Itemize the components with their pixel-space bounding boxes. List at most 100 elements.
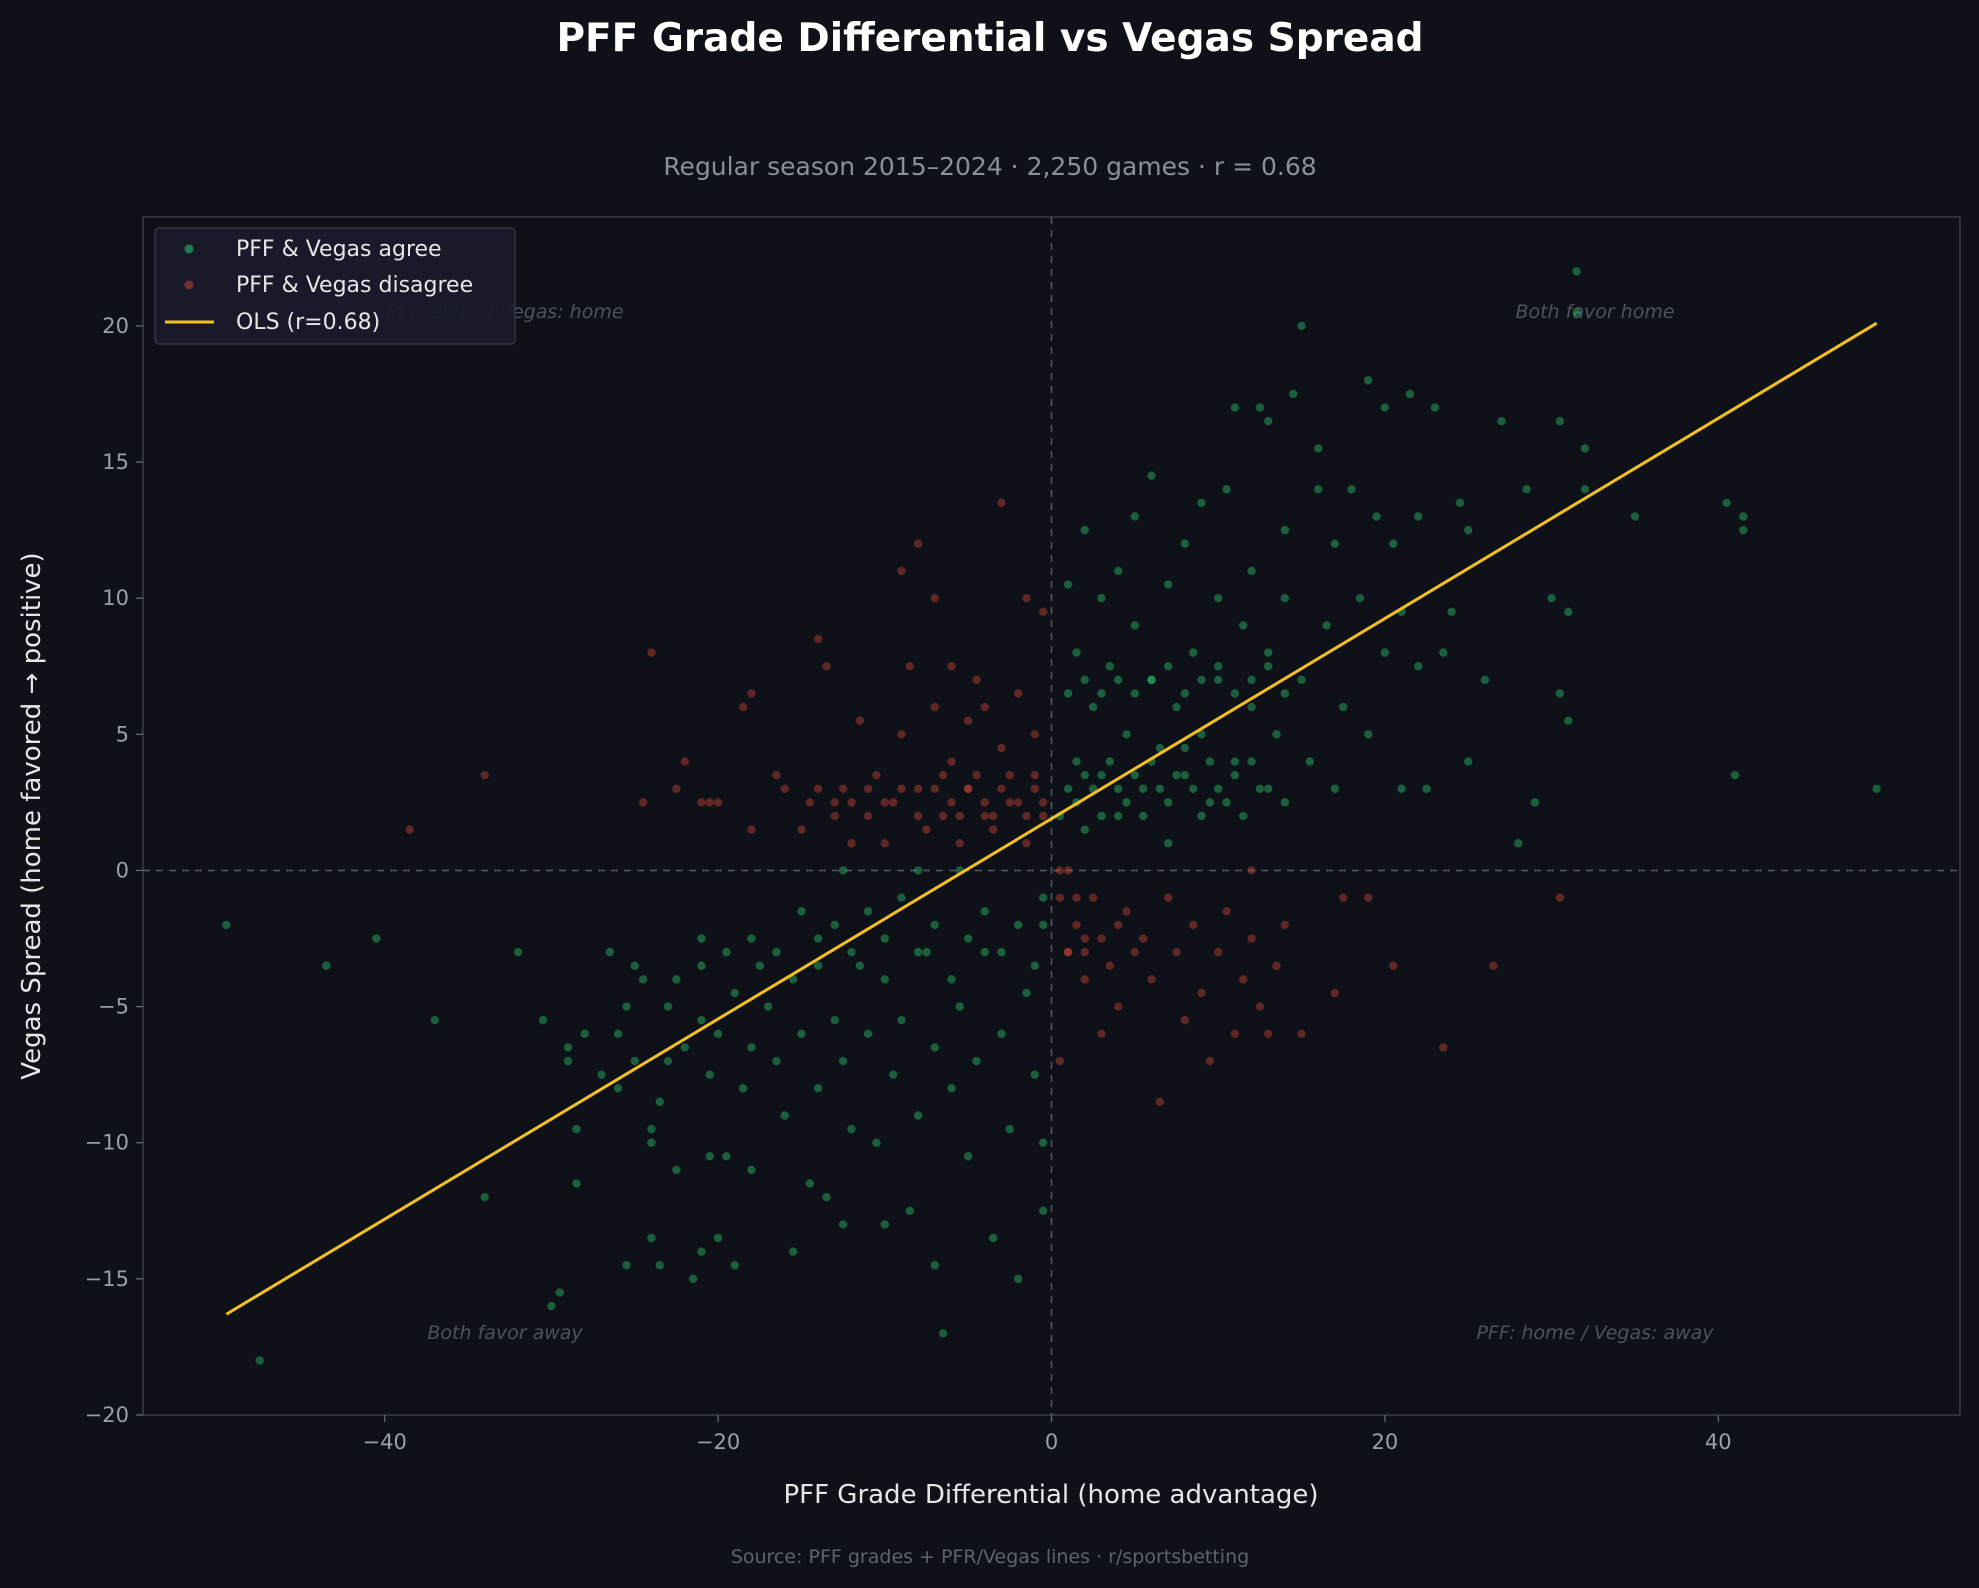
- agree-point: [1364, 730, 1373, 739]
- disagree-point: [1005, 770, 1015, 780]
- legend: PFF & Vegas agree PFF & Vegas disagree O…: [154, 227, 516, 345]
- disagree-point: [830, 811, 839, 821]
- agree-point: [1314, 444, 1323, 453]
- disagree-point: [1272, 961, 1281, 970]
- agree-point: [1080, 770, 1090, 780]
- disagree-point: [1113, 1002, 1123, 1011]
- agree-point: [1230, 757, 1240, 766]
- disagree-point: [772, 770, 781, 780]
- disagree-point: [880, 798, 890, 807]
- agree-point: [572, 1179, 581, 1188]
- agree-point: [1247, 566, 1256, 576]
- disagree-point: [855, 716, 864, 725]
- disagree-point: [1213, 947, 1223, 957]
- agree-point: [1080, 525, 1090, 535]
- agree-point: [1130, 512, 1140, 521]
- agree-point: [1264, 662, 1273, 671]
- agree-point: [630, 961, 639, 970]
- agree-point: [1872, 784, 1881, 793]
- agree-point: [1547, 593, 1556, 603]
- agree-point: [622, 1002, 631, 1011]
- disagree-point: [922, 825, 931, 834]
- agree-point: [905, 1206, 915, 1215]
- agree-point: [1280, 798, 1290, 807]
- disagree-point: [1080, 947, 1090, 957]
- disagree-point: [1038, 607, 1048, 616]
- disagree-point: [972, 675, 981, 685]
- agree-point: [930, 920, 940, 930]
- agree-point: [1122, 798, 1131, 807]
- disagree-point: [1439, 1043, 1448, 1052]
- agree-point: [1072, 648, 1081, 657]
- agree-point: [1280, 689, 1290, 698]
- agree-point: [322, 961, 331, 970]
- disagree-point: [1055, 866, 1065, 875]
- agree-point: [1105, 662, 1115, 671]
- agree-point: [1188, 784, 1198, 793]
- agree-point: [838, 1056, 848, 1066]
- ols-regression-line: [225, 321, 1878, 1316]
- agree-point: [1063, 580, 1073, 589]
- agree-point: [1197, 730, 1206, 739]
- agree-point: [1197, 498, 1206, 508]
- agree-point: [1113, 784, 1123, 793]
- agree-point: [1113, 811, 1123, 821]
- agree-point: [922, 947, 931, 957]
- agree-point: [1197, 811, 1206, 821]
- agree-point: [980, 907, 990, 916]
- agree-point: [1163, 839, 1173, 848]
- agree-point: [1239, 621, 1248, 630]
- agree-point: [930, 1261, 940, 1270]
- agree-point: [963, 934, 973, 943]
- disagree-point: [1097, 934, 1106, 943]
- disagree-point: [680, 757, 689, 766]
- disagree-point: [797, 825, 806, 834]
- disagree-point: [888, 798, 898, 807]
- agree-point: [1105, 757, 1115, 766]
- agree-point: [1255, 403, 1265, 412]
- disagree-point: [1013, 689, 1023, 698]
- disagree-point: [863, 784, 873, 793]
- agree-point: [1097, 811, 1106, 821]
- agree-point: [830, 920, 839, 930]
- disagree-point: [1489, 961, 1498, 970]
- agree-point: [1297, 675, 1306, 685]
- disagree-point: [1063, 866, 1073, 875]
- agree-point: [1097, 593, 1106, 603]
- agree-point: [697, 961, 706, 970]
- agree-point: [1180, 743, 1190, 753]
- disagree-point: [980, 811, 990, 821]
- disagree-point: [1264, 1029, 1273, 1039]
- agree-point: [222, 920, 231, 930]
- agree-point: [597, 1070, 606, 1079]
- agree-point: [538, 1016, 548, 1025]
- agree-point: [1122, 730, 1131, 739]
- disagree-point: [780, 784, 789, 793]
- disagree-point: [980, 702, 990, 712]
- disagree-point: [813, 634, 823, 644]
- agree-point: [888, 1070, 898, 1079]
- disagree-point: [1105, 961, 1115, 970]
- agree-point: [1163, 580, 1173, 589]
- agree-point: [1264, 648, 1273, 657]
- disagree-point: [1155, 1097, 1165, 1107]
- y-tick-label: −10: [85, 1131, 129, 1155]
- agree-point: [1080, 825, 1090, 834]
- agree-point: [580, 1029, 589, 1039]
- agree-point: [605, 947, 614, 957]
- agree-point: [1155, 784, 1165, 793]
- agree-point: [713, 1233, 723, 1243]
- agree-point: [1130, 621, 1140, 630]
- disagree-point: [947, 662, 956, 671]
- legend-box: [154, 227, 516, 345]
- disagree-point: [955, 839, 965, 848]
- agree-point: [838, 1220, 848, 1229]
- disagree-point: [938, 770, 948, 780]
- disagree-point: [1063, 947, 1073, 957]
- x-tick-label: −40: [363, 1430, 407, 1454]
- disagree-point: [897, 566, 906, 576]
- agree-point: [1163, 662, 1173, 671]
- agree-point: [1280, 525, 1290, 535]
- disagree-point: [405, 825, 414, 834]
- agree-point: [1555, 689, 1565, 698]
